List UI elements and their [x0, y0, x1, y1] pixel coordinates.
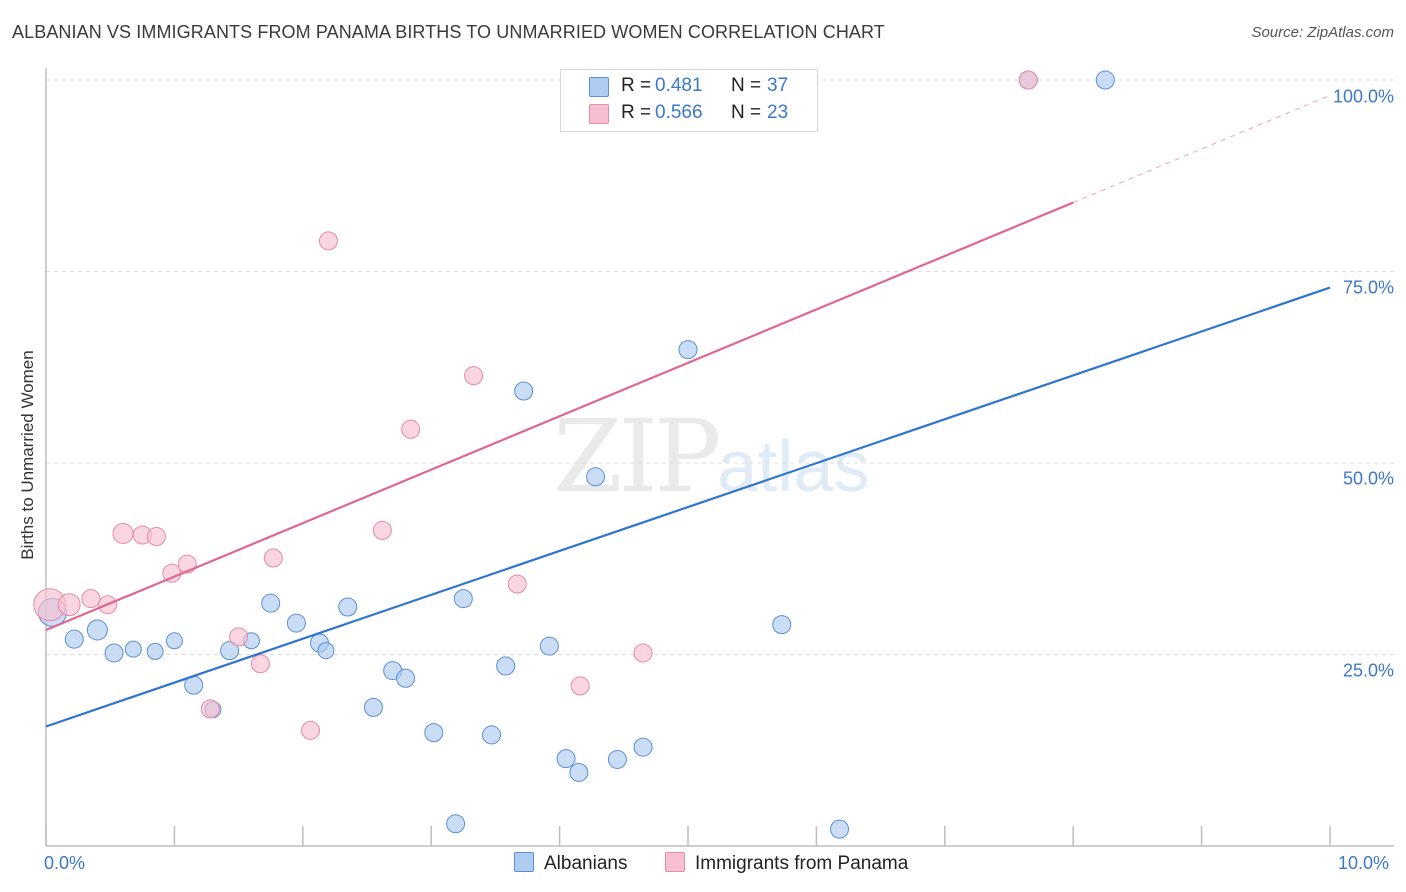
point-panama: [57, 593, 81, 617]
chart-title: ALBANIAN VS IMMIGRANTS FROM PANAMA BIRTH…: [12, 22, 885, 42]
point-albanians: [586, 467, 606, 487]
point-panama: [229, 627, 249, 647]
point-albanians: [424, 723, 444, 743]
bottom-legend-swatch-albanians: [514, 852, 534, 872]
legend-r-label: R =: [621, 75, 652, 96]
trend-line-panama: [45, 201, 1074, 632]
point-albanians: [64, 629, 84, 649]
point-panama: [570, 676, 590, 696]
point-panama: [112, 522, 134, 544]
point-albanians: [678, 340, 698, 360]
point-albanians: [220, 641, 240, 661]
point-albanians: [286, 613, 306, 633]
point-panama: [401, 419, 421, 439]
y-tick-label-100: 100.0%: [1332, 86, 1394, 107]
point-albanians: [446, 814, 466, 834]
point-albanians: [772, 615, 792, 635]
point-albanians: [496, 656, 516, 676]
legend-swatch-panama: [589, 104, 609, 124]
point-panama: [318, 231, 338, 251]
point-panama: [507, 574, 527, 594]
bottom-legend-swatch-panama: [665, 852, 685, 872]
legend-r-value: 0.566: [655, 102, 703, 123]
point-panama: [250, 654, 270, 674]
y-tick-label-75: 75.0%: [1342, 277, 1394, 298]
correlation-legend: R = 0.481 N = 37 R = 0.566 N = 23: [560, 69, 818, 132]
point-panama: [301, 720, 321, 740]
legend-swatch-albanians: [589, 77, 609, 97]
source-label: Source: ZipAtlas.com: [1251, 24, 1394, 41]
watermark: ZIPatlas: [553, 398, 869, 515]
x-tick-label-min: 0.0%: [44, 853, 86, 873]
y-tick-label-25: 25.0%: [1342, 660, 1394, 681]
y-tick-label-50: 50.0%: [1342, 468, 1394, 489]
bottom-legend-panama: Immigrants from Panama: [665, 852, 908, 875]
point-panama: [464, 366, 484, 386]
legend-n-label: N =: [731, 102, 762, 123]
point-albanians: [146, 642, 164, 660]
point-albanians: [86, 619, 108, 641]
trend-line-albanians: [45, 286, 1331, 728]
point-albanians: [396, 668, 416, 688]
legend-r-value: 0.481: [655, 75, 703, 96]
point-albanians: [363, 697, 383, 717]
bottom-legend-albanians: Albanians: [514, 852, 627, 875]
y-axis-label: Births to Unmarried Women: [18, 350, 37, 560]
legend-n-label: N =: [731, 75, 762, 96]
point-albanians: [482, 725, 502, 745]
point-albanians: [338, 597, 358, 617]
point-panama: [200, 699, 220, 719]
point-albanians: [453, 589, 473, 609]
watermark-zip: ZIP: [553, 398, 721, 515]
point-panama: [146, 527, 166, 547]
point-panama: [263, 548, 283, 568]
point-albanians: [539, 636, 559, 656]
point-panama: [1018, 70, 1038, 90]
watermark-atlas: atlas: [717, 427, 870, 507]
point-albanians: [607, 749, 627, 769]
legend-r-label: R =: [621, 102, 652, 123]
point-panama: [633, 643, 653, 663]
point-albanians: [104, 643, 124, 663]
point-panama: [372, 520, 392, 540]
point-albanians: [165, 632, 183, 650]
point-albanians: [124, 640, 142, 658]
point-albanians: [317, 642, 335, 660]
point-albanians: [514, 381, 534, 401]
point-albanians: [633, 737, 653, 757]
legend-n-value: 23: [767, 102, 789, 123]
x-tick-label-max: 10.0%: [1338, 853, 1390, 873]
legend-n-value: 37: [767, 75, 789, 96]
point-albanians: [830, 819, 850, 839]
point-albanians: [569, 762, 589, 782]
point-panama: [81, 589, 101, 609]
bottom-legend-label-panama: Immigrants from Panama: [695, 853, 909, 874]
point-albanians: [556, 749, 576, 769]
bottom-legend-label-albanians: Albanians: [544, 853, 628, 874]
trend-line-extension-panama: [1073, 94, 1331, 204]
point-albanians: [1095, 70, 1115, 90]
point-albanians: [261, 593, 281, 613]
